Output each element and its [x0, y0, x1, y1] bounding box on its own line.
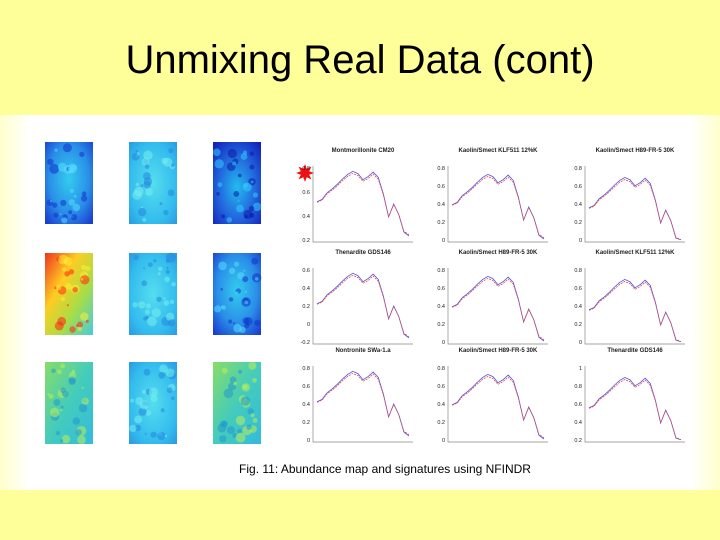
- abundance-maps: [45, 142, 262, 445]
- tick-label: 0.8: [302, 166, 310, 172]
- tick-label: 0.6: [574, 402, 582, 408]
- tick-label: 0: [579, 340, 582, 346]
- tick-label: 0: [307, 322, 310, 328]
- tick-label: 0.2: [437, 322, 445, 328]
- tick-label: 0.6: [302, 268, 310, 274]
- signature-plot: Nontronite SWa-1.a 0.8 0.6 0.4 0.2 0: [302, 348, 413, 444]
- tick-label: 1: [579, 366, 582, 372]
- tick-label: 0.4: [437, 202, 445, 208]
- signature-plot: Thenardite GDS146 0.6 0.4 0.2 0 -0.2: [301, 250, 413, 346]
- tick-label: 0.8: [437, 166, 445, 172]
- tick-label: 0.4: [302, 286, 310, 292]
- tick-label: 0.6: [574, 286, 582, 292]
- tick-label: 0: [442, 438, 445, 444]
- tick-label: 0.6: [302, 190, 310, 196]
- markers: [296, 164, 314, 182]
- plot-title: Kaolin/Smect H89-FR-5 30K: [596, 148, 675, 154]
- plot-title: Nontronite SWa-1.a: [335, 348, 391, 354]
- tick-label: 0.2: [302, 420, 310, 426]
- abundance-map: [213, 142, 262, 224]
- tick-label: 0.2: [302, 304, 310, 310]
- abundance-map: [45, 253, 93, 335]
- plot-title: Montmorillonite CM20: [332, 148, 395, 154]
- tick-label: 0.2: [574, 438, 582, 444]
- plot-title: Thenardite GDS146: [607, 348, 663, 354]
- tick-label: 0: [442, 340, 445, 346]
- tick-label: 0.6: [437, 184, 445, 190]
- tick-label: 0.8: [437, 366, 445, 372]
- tick-label: 0.8: [437, 268, 445, 274]
- tick-label: 0.8: [574, 384, 582, 390]
- tick-label: 0.2: [437, 420, 445, 426]
- tick-label: 0.4: [574, 202, 582, 208]
- abundance-map: [45, 142, 93, 224]
- tick-label: -0.2: [301, 340, 310, 346]
- tick-label: 0.8: [574, 268, 582, 274]
- abundance-map: [45, 362, 93, 445]
- tick-label: 0.4: [574, 420, 582, 426]
- signature-plot: Thenardite GDS146 1 0.8 0.6 0.4 0.2: [574, 348, 685, 444]
- tick-label: 0.4: [302, 214, 310, 220]
- tick-label: 0.8: [574, 166, 582, 172]
- slide-title: Unmixing Real Data (cont): [125, 38, 595, 82]
- signature-plot: Kaolin/Smect KLF511 12%K 0.8 0.6 0.4 0.2 0: [574, 250, 685, 346]
- figure-caption: Fig. 11: Abundance map and signatures us…: [239, 462, 531, 476]
- abundance-map: [129, 252, 177, 335]
- tick-label: 0.8: [302, 366, 310, 372]
- abundance-map: [129, 142, 177, 224]
- plot-title: Kaolin/Smect KLF511 12%K: [595, 250, 675, 256]
- plot-title: Thenardite GDS146: [335, 250, 391, 256]
- tick-label: 0: [579, 238, 582, 244]
- tick-label: 0.4: [574, 304, 582, 310]
- tick-label: 0.4: [437, 304, 445, 310]
- abundance-map: [213, 361, 261, 444]
- tick-label: 0: [442, 238, 445, 244]
- plot-title: Kaolin/Smect H89-FR-5 30K: [459, 250, 538, 256]
- tick-label: 0.4: [437, 402, 445, 408]
- signature-plot: Kaolin/Smect KLF511 12%K 0.8 0.6 0.4 0.2 0: [437, 148, 548, 244]
- header-band: [0, 0, 720, 115]
- tick-label: 0.4: [302, 402, 310, 408]
- tick-label: 0.2: [574, 322, 582, 328]
- abundance-map: [213, 253, 262, 335]
- tick-label: 0.6: [574, 184, 582, 190]
- tick-label: 0.6: [437, 286, 445, 292]
- signature-plot: Montmorillonite CM20 0.8 0.6 0.4 0.2: [302, 148, 413, 244]
- signature-plots: Montmorillonite CM200.80.60.40.2Kaolin/S…: [301, 148, 685, 444]
- signature-plot: Kaolin/Smect H89-FR-5 30K 0.8 0.6 0.4 0.2 0: [437, 250, 548, 346]
- footer-band: [0, 490, 720, 540]
- plot-title: Kaolin/Smect H89-FR-5 30K: [459, 348, 538, 354]
- signature-plot: Kaolin/Smect H89-FR-5 30K 0.8 0.6 0.4 0.2 0: [574, 148, 685, 244]
- star-icon: [296, 164, 314, 182]
- signature-plot: Kaolin/Smect H89-FR-5 30K 0.8 0.6 0.4 0.2 0: [437, 348, 548, 444]
- tick-label: 0.6: [437, 384, 445, 390]
- tick-label: 0.2: [302, 238, 310, 244]
- plot-title: Kaolin/Smect KLF511 12%K: [458, 148, 538, 154]
- tick-label: 0.2: [437, 220, 445, 226]
- tick-label: 0: [307, 438, 310, 444]
- abundance-map: [129, 362, 177, 444]
- tick-label: 0.2: [574, 220, 582, 226]
- tick-label: 0.6: [302, 384, 310, 390]
